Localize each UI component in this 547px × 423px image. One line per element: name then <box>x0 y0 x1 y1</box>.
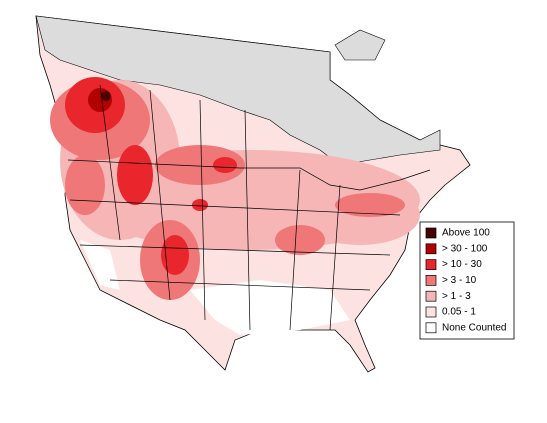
island <box>334 29 386 61</box>
abundance-areas <box>50 77 420 300</box>
borders <box>67 84 431 331</box>
legend-swatch <box>425 243 437 255</box>
legend-label: 0.05 - 1 <box>442 307 476 318</box>
legend-swatch <box>425 275 437 286</box>
legend-swatch <box>425 322 437 334</box>
legend-label: > 3 - 10 <box>442 275 477 286</box>
none-counted-area <box>190 280 350 335</box>
legend-swatch <box>425 290 437 302</box>
legend: Above 100 > 30 - 100 > 10 - 30 > 3 - 10 > 1 … <box>419 221 515 340</box>
legend-label: None Counted <box>442 322 507 333</box>
legend-label: > 1 - 3 <box>442 291 471 302</box>
legend-label: Above 100 <box>442 228 490 239</box>
legend-swatch <box>425 306 437 318</box>
legend-label: > 10 - 30 <box>442 259 482 270</box>
map-body <box>35 15 471 373</box>
legend-label: > 30 - 100 <box>442 243 488 254</box>
none-counted-area <box>80 240 120 290</box>
legend-swatch <box>425 227 437 239</box>
legend-swatch <box>425 259 437 270</box>
